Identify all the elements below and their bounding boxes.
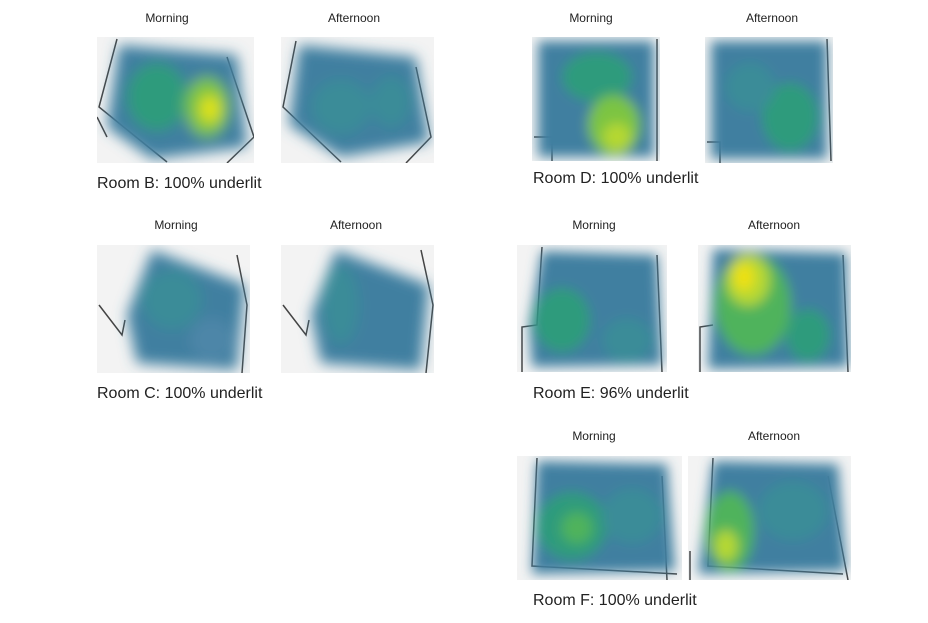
room-f-morning-label: Morning [572,429,616,443]
room-b-afternoon-heatmap [281,37,434,163]
room-b-caption: Room B: 100% underlit [97,175,262,192]
room-d-morning-heatmap [532,37,660,161]
room-f-caption: Room F: 100% underlit [533,592,697,609]
room-c-afternoon-heatmap [281,245,434,373]
room-e-morning-label: Morning [572,218,616,232]
room-c-morning-heatmap [97,245,250,373]
room-e-caption: Room E: 96% underlit [533,385,689,402]
room-d-morning-label: Morning [569,11,613,25]
room-d-caption: Room D: 100% underlit [533,170,699,187]
room-b-morning-heatmap [97,37,254,163]
room-e-afternoon-label: Afternoon [747,218,801,232]
room-e-afternoon-heatmap [698,245,851,372]
room-c-afternoon-label: Afternoon [329,218,383,232]
room-f-afternoon-heatmap [688,456,851,580]
room-d-afternoon-label: Afternoon [745,11,799,25]
room-c-morning-label: Morning [154,218,198,232]
room-d-afternoon-heatmap [705,37,833,163]
room-f-afternoon-label: Afternoon [747,429,801,443]
room-b-morning-label: Morning [145,11,189,25]
room-e-morning-heatmap [517,245,667,372]
room-c-caption: Room C: 100% underlit [97,385,263,402]
room-f-morning-heatmap [517,456,682,580]
room-b-afternoon-label: Afternoon [327,11,381,25]
